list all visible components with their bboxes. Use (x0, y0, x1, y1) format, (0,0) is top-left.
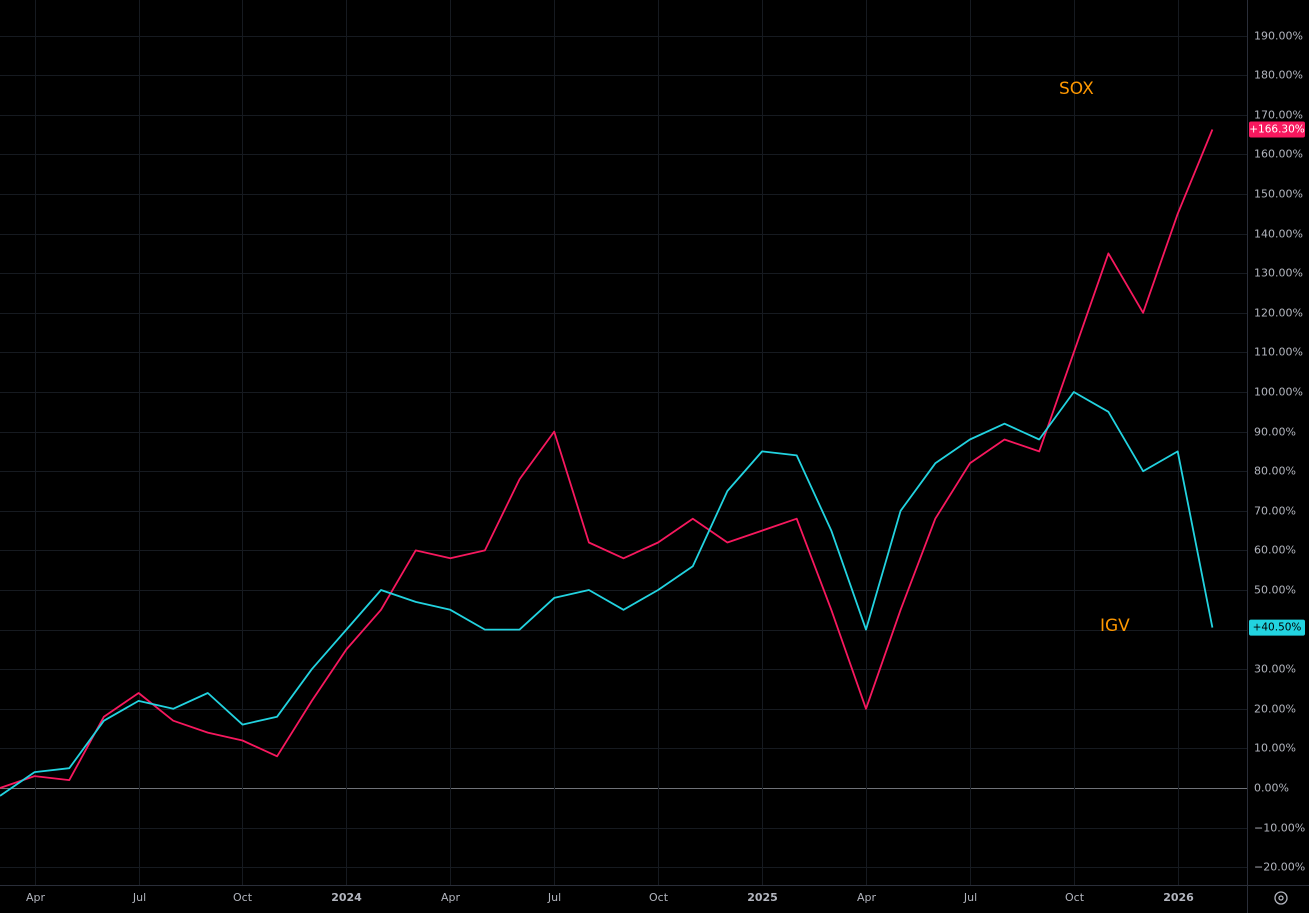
x-tick-label: Jul (963, 891, 977, 904)
series-line (0, 129, 1214, 789)
x-tick-label: Jul (132, 891, 146, 904)
last-value-tag (1249, 619, 1305, 636)
y-tick-label: 190.00% (1254, 30, 1303, 43)
y-tick-label: 140.00% (1254, 228, 1303, 241)
y-tick-label: 170.00% (1254, 109, 1303, 122)
x-tick-label: Oct (1065, 891, 1085, 904)
y-tick-label: 50.00% (1254, 584, 1296, 597)
series-line (0, 391, 1214, 797)
x-tick-label: Apr (441, 891, 461, 904)
annotation: IGV (1100, 616, 1130, 636)
x-tick-label: Apr (26, 891, 46, 904)
annotation: SOX (1059, 79, 1094, 99)
y-tick-label: 110.00% (1254, 346, 1303, 359)
y-tick-label: 180.00% (1254, 69, 1303, 82)
last-value-label: +40.50% (1253, 622, 1302, 634)
x-tick-label: 2024 (331, 891, 362, 904)
y-tick-label: 20.00% (1254, 703, 1296, 716)
settings-dot[interactable] (1278, 895, 1284, 901)
x-tick-label: Apr (857, 891, 877, 904)
y-tick-label: −20.00% (1254, 861, 1305, 874)
x-tick-label: 2026 (1163, 891, 1194, 904)
x-tick-label: Oct (649, 891, 669, 904)
y-tick-label: 130.00% (1254, 267, 1303, 280)
y-tick-label: 0.00% (1254, 782, 1289, 795)
x-tick-label: Jul (547, 891, 561, 904)
y-tick-label: 160.00% (1254, 148, 1303, 161)
y-tick-label: 30.00% (1254, 663, 1296, 676)
y-tick-label: 60.00% (1254, 544, 1296, 557)
y-tick-label: 10.00% (1254, 742, 1296, 755)
last-value-label: +166.30% (1249, 123, 1305, 135)
settings-ring[interactable] (1274, 891, 1288, 905)
y-tick-label: −10.00% (1254, 822, 1305, 835)
last-value-tag (1249, 121, 1305, 138)
x-tick-label: Oct (233, 891, 253, 904)
lines (0, 129, 1214, 797)
grid (0, 0, 1247, 885)
y-tick-label: 70.00% (1254, 505, 1296, 518)
y-tick-label: 90.00% (1254, 426, 1296, 439)
y-tick-label: 150.00% (1254, 188, 1303, 201)
y-tick-label: 100.00% (1254, 386, 1303, 399)
y-tick-label: 120.00% (1254, 307, 1303, 320)
y-tick-label: 80.00% (1254, 465, 1296, 478)
settings-icon[interactable] (1274, 891, 1288, 905)
x-tick-label: 2025 (747, 891, 778, 904)
